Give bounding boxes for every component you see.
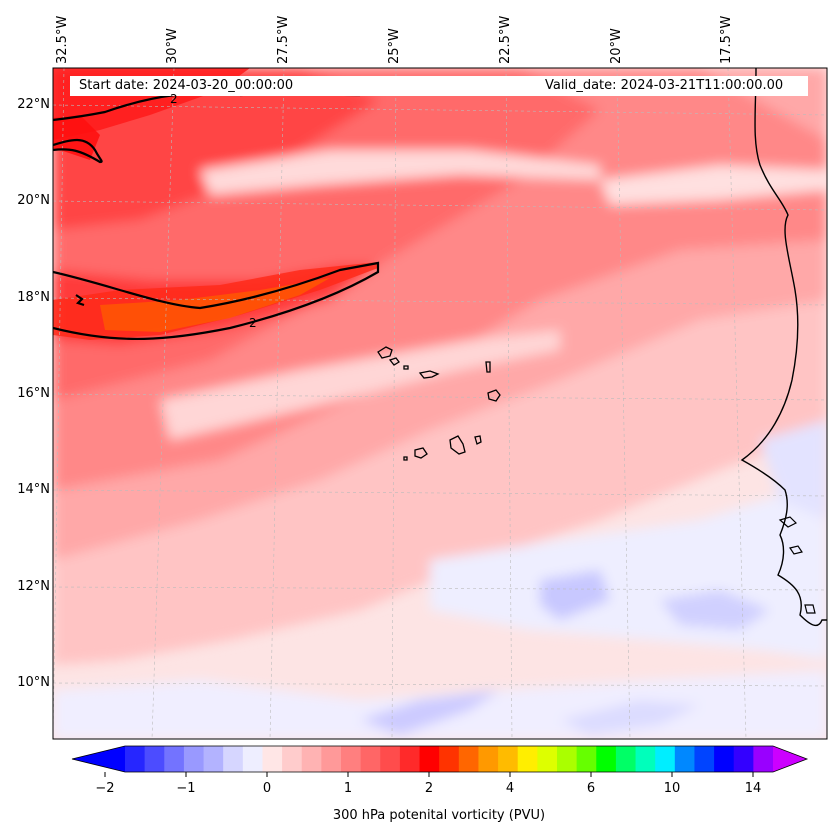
- colorbar-segment: [183, 746, 205, 772]
- colorbar-segment: [419, 746, 440, 772]
- lon-label: 27.5°W: [276, 15, 291, 64]
- colorbar-segment: [458, 746, 479, 772]
- colorbar-segment: [439, 746, 460, 772]
- colorbar-tick-label: −1: [176, 781, 196, 796]
- colorbar-tick-label: 1: [343, 781, 353, 796]
- colorbar-segment: [144, 746, 165, 772]
- lat-label: 10°N: [17, 675, 50, 690]
- lon-label: 20°W: [609, 28, 624, 64]
- contour-label: 2: [249, 316, 257, 330]
- lon-label: 22.5°W: [498, 15, 513, 64]
- colorbar-segment: [694, 746, 715, 772]
- lat-label: 12°N: [17, 579, 50, 594]
- lon-label: 17.5°W: [719, 15, 734, 64]
- colorbar-tick-label: 10: [663, 781, 681, 796]
- lat-label: 14°N: [17, 482, 50, 497]
- colorbar-segment: [380, 746, 401, 772]
- lat-label: 22°N: [17, 97, 50, 112]
- colorbar-extend-max: [773, 746, 807, 772]
- colorbar-segment: [733, 746, 754, 772]
- lat-label: 16°N: [17, 386, 50, 401]
- colorbar-segment: [557, 746, 578, 772]
- colorbar-segment: [282, 746, 303, 772]
- colorbar-segment: [478, 746, 499, 772]
- colorbar-tick-label: 6: [586, 781, 596, 796]
- colorbar-segment: [537, 746, 558, 772]
- colorbar-tick-label: 0: [262, 781, 272, 796]
- colorbar-segment: [164, 746, 185, 772]
- map-frame: [52, 67, 828, 740]
- colorbar-segment: [753, 746, 774, 772]
- colorbar-segment: [301, 746, 322, 772]
- africa-coastline: [740, 68, 827, 627]
- colorbar-segment: [399, 746, 421, 772]
- colorbar-segment: [223, 746, 244, 772]
- lon-label: 32.5°W: [55, 15, 70, 64]
- colorbar-outline: [71, 745, 809, 773]
- coastal-islands: [778, 516, 816, 614]
- colorbar-segment: [576, 746, 597, 772]
- colorbar: [71, 745, 809, 777]
- colorbar-segment: [203, 746, 224, 772]
- colorbar-tick-label: −2: [95, 781, 115, 796]
- colorbar-segment: [517, 746, 538, 772]
- valid-date-label: Valid_date: 2024-03-21T11:00:00.00: [545, 78, 784, 93]
- colorbar-segment: [635, 746, 656, 772]
- colorbar-segment: [360, 746, 381, 772]
- lat-label: 18°N: [17, 290, 50, 305]
- colorbar-tick-label: 4: [505, 781, 515, 796]
- lat-label: 20°N: [17, 193, 50, 208]
- colorbar-title: 300 hPa potenital vorticity (PVU): [332, 808, 546, 823]
- colorbar-segment: [321, 746, 342, 772]
- start-date-label: Start date: 2024-03-20_00:00:00: [79, 78, 294, 93]
- colorbar-segment: [341, 746, 362, 772]
- contour-label: 2: [170, 92, 178, 106]
- colorbar-segment: [262, 746, 283, 772]
- info-banner: [70, 76, 808, 96]
- colorbar-extend-min: [72, 746, 125, 772]
- colorbar-segment: [596, 746, 617, 772]
- cape-verde-islands: [377, 346, 501, 461]
- colorbar-segment: [655, 746, 676, 772]
- gridlines: [53, 68, 827, 739]
- colorbar-segment: [714, 746, 735, 772]
- colorbar-segment: [125, 746, 146, 772]
- lon-label: 30°W: [165, 28, 180, 64]
- colorbar-tick-label: 14: [744, 781, 762, 796]
- colorbar-tick-label: 2: [424, 781, 434, 796]
- colorbar-segment: [242, 746, 263, 772]
- pv-field: [53, 68, 827, 739]
- colorbar-segment: [498, 746, 519, 772]
- lon-label: 25°W: [387, 28, 402, 64]
- colorbar-segment: [615, 746, 637, 772]
- colorbar-segment: [674, 746, 695, 772]
